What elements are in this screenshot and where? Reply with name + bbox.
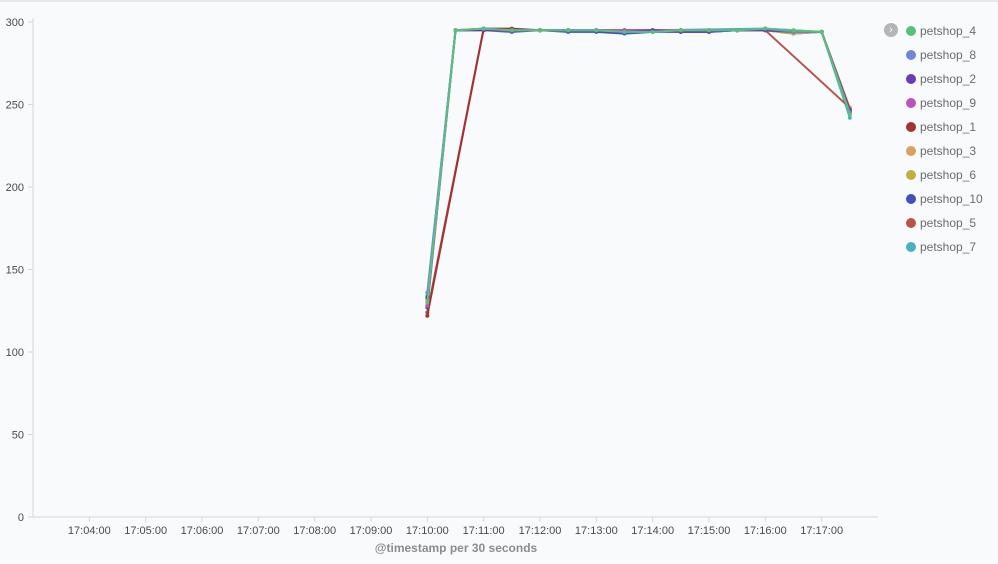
y-tick-label: 50 <box>12 430 24 442</box>
x-tick-label: 17:08:00 <box>293 525 336 537</box>
y-axis: 0 50 100 150 200 250 300 <box>6 17 34 524</box>
legend-label: petshop_2 <box>920 71 977 86</box>
legend-item[interactable]: petshop_1 <box>906 118 976 134</box>
legend-color-dot <box>906 193 916 204</box>
y-tick-label: 300 <box>6 17 24 29</box>
series-petshop_10 <box>425 28 852 310</box>
data-point[interactable] <box>453 28 458 33</box>
x-tick-label: 17:13:00 <box>575 525 618 537</box>
legend-color-dot <box>906 145 916 156</box>
y-tick-label: 0 <box>18 512 24 524</box>
data-point[interactable] <box>707 28 711 33</box>
y-tick-label: 200 <box>6 182 24 194</box>
data-point[interactable] <box>763 26 768 31</box>
data-point[interactable] <box>735 28 740 33</box>
legend-label: petshop_9 <box>920 95 977 110</box>
x-tick-label: 17:16:00 <box>744 525 787 537</box>
series-line <box>426 27 851 293</box>
legend-item[interactable]: petshop_6 <box>906 166 976 182</box>
data-point[interactable] <box>509 28 514 33</box>
legend-toggle-button[interactable]: › <box>884 23 898 37</box>
x-tick-label: 17:07:00 <box>237 525 280 537</box>
data-point[interactable] <box>678 28 683 33</box>
legend-label: petshop_5 <box>920 215 977 230</box>
series-line <box>426 29 851 298</box>
series-petshop_6 <box>425 28 852 303</box>
legend-color-dot <box>906 217 916 228</box>
legend-label: petshop_4 <box>920 23 977 38</box>
series-layer <box>425 26 852 318</box>
legend-label: petshop_3 <box>920 143 977 158</box>
data-point[interactable] <box>791 28 796 33</box>
series-line <box>426 29 851 302</box>
x-tick-label: 17:15:00 <box>688 525 731 537</box>
legend-color-dot <box>906 97 916 108</box>
legend-label: petshop_10 <box>920 191 983 206</box>
data-point[interactable] <box>594 28 599 33</box>
legend-item[interactable]: petshop_2 <box>906 70 976 86</box>
legend-color-dot <box>906 25 916 36</box>
legend-color-dot <box>906 121 916 132</box>
legend-label: petshop_7 <box>920 239 977 254</box>
series-line <box>426 27 851 316</box>
legend-color-dot <box>906 73 916 84</box>
x-axis-title: @timestamp per 30 seconds <box>375 541 538 555</box>
legend-color-dot <box>906 169 916 180</box>
x-tick-label: 17:04:00 <box>68 525 111 537</box>
legend-label: petshop_6 <box>920 167 977 182</box>
series-petshop_4 <box>425 26 852 305</box>
y-tick-label: 100 <box>6 347 24 359</box>
data-point[interactable] <box>847 112 852 117</box>
legend-item[interactable]: petshop_4 <box>906 22 976 38</box>
legend-color-dot <box>906 49 916 60</box>
legend-label: petshop_1 <box>920 119 977 134</box>
series-line <box>426 27 851 306</box>
data-point[interactable] <box>622 29 627 34</box>
data-point[interactable] <box>425 303 430 308</box>
legend-item[interactable]: petshop_8 <box>906 46 976 62</box>
series-petshop_7 <box>425 26 852 298</box>
series-petshop_9 <box>425 26 852 308</box>
x-tick-label: 17:12:00 <box>519 525 562 537</box>
legend-item[interactable]: petshop_10 <box>906 190 983 206</box>
x-tick-label: 17:09:00 <box>350 525 393 537</box>
data-point[interactable] <box>566 28 571 33</box>
x-tick-label: 17:17:00 <box>800 525 843 537</box>
data-point[interactable] <box>425 313 430 318</box>
legend-item[interactable]: petshop_3 <box>906 142 976 158</box>
data-point[interactable] <box>425 300 430 305</box>
x-tick-label: 17:14:00 <box>631 525 674 537</box>
x-tick-label: 17:11:00 <box>463 525 505 537</box>
legend-item[interactable]: petshop_7 <box>906 238 976 254</box>
data-point[interactable] <box>819 29 824 34</box>
series-petshop_1 <box>425 26 852 318</box>
chevron-right-icon: › <box>888 23 894 36</box>
series-line <box>426 29 851 308</box>
x-tick-label: 17:06:00 <box>181 525 224 537</box>
data-point[interactable] <box>538 28 542 33</box>
series-petshop_2 <box>425 28 852 300</box>
series-line <box>426 27 851 313</box>
x-axis: 17:04:00 17:05:00 17:06:00 17:07:00 17:08:00… <box>33 516 878 537</box>
y-tick-label: 250 <box>6 100 24 112</box>
series-line <box>426 29 851 300</box>
legend-item[interactable]: petshop_9 <box>906 94 976 110</box>
x-tick-label: 17:10:00 <box>406 525 449 537</box>
data-point[interactable] <box>847 115 852 120</box>
top-border <box>0 0 998 2</box>
data-point[interactable] <box>650 29 655 34</box>
series-petshop_3 <box>425 28 852 302</box>
series-line <box>426 27 851 297</box>
series-petshop_8 <box>425 26 852 295</box>
data-point[interactable] <box>481 26 486 31</box>
legend-label: petshop_8 <box>920 47 977 62</box>
series-line <box>426 27 851 303</box>
series-petshop_5 <box>425 26 852 315</box>
legend-item[interactable]: petshop_5 <box>906 214 976 230</box>
legend-color-dot <box>906 241 916 252</box>
y-tick-label: 150 <box>6 265 24 277</box>
x-tick-label: 17:05:00 <box>124 525 167 537</box>
